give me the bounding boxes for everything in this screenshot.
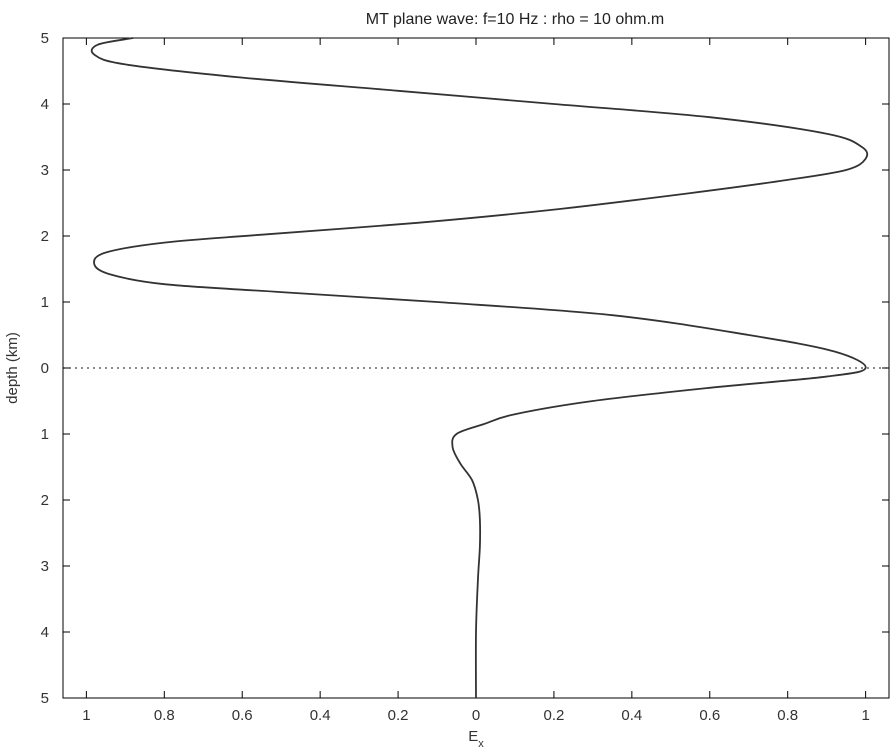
x-tick-label: 0.2 [543,707,564,724]
x-tick-label: 0 [472,707,480,724]
y-tick-label: 0 [41,360,49,377]
x-tick-label: 0.6 [699,707,720,724]
x-tick-label: 1 [861,707,869,724]
y-tick-label: 5 [41,690,49,707]
y-tick-label: 3 [41,162,49,179]
y-tick-label: 5 [41,30,49,47]
x-axis-label: Ex [468,728,484,750]
chart-title: MT plane wave: f=10 Hz : rho = 10 ohm.m [366,11,665,28]
y-tick-label: 1 [41,426,49,443]
x-tick-label: 0.4 [310,707,331,724]
y-axis-ticks: 5 4 3 2 1 0 1 2 3 4 5 [41,30,889,707]
x-tick-label: 0.8 [154,707,175,724]
y-tick-label: 2 [41,228,49,245]
x-tick-label: 0.2 [388,707,409,724]
y-tick-label: 4 [41,96,49,113]
y-tick-label: 4 [41,624,49,641]
x-tick-label: 1 [82,707,90,724]
x-axis-label-main: E [468,728,478,745]
y-tick-label: 3 [41,558,49,575]
x-tick-label: 0.8 [777,707,798,724]
y-tick-label: 2 [41,492,49,509]
series-line [90,37,869,699]
x-tick-label: 0.4 [621,707,642,724]
x-tick-label: 0.6 [232,707,253,724]
x-axis-label-subscript: x [478,738,484,750]
x-axis-ticks: 1 0.8 0.6 0.4 0.2 0 0.2 0.4 0.6 0.8 1 [82,38,870,724]
y-axis-label: depth (km) [4,332,21,404]
y-tick-label: 1 [41,294,49,311]
